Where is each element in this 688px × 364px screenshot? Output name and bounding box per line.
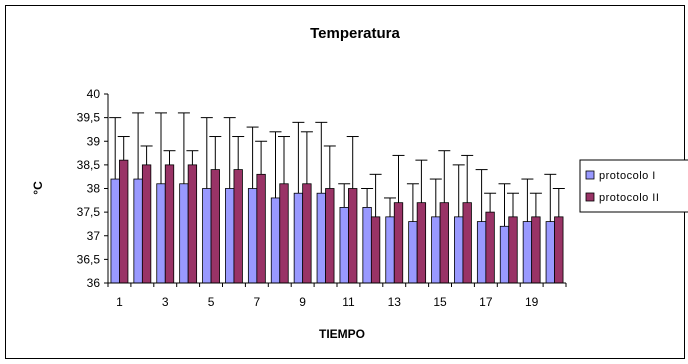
y-tick-label: 36,5 xyxy=(77,252,101,266)
y-tick-label: 39,5 xyxy=(77,111,101,125)
bar-protocolo-i xyxy=(293,192,304,284)
x-tick-label: 19 xyxy=(525,295,539,309)
bar-protocolo-i xyxy=(522,221,533,284)
legend-label: protocolo II xyxy=(599,192,659,204)
x-axis-label: TIEMPO xyxy=(319,327,365,341)
x-tick-label: 1 xyxy=(116,295,123,309)
bar-protocolo-ii xyxy=(370,216,381,284)
x-tick-label: 13 xyxy=(388,295,402,309)
y-tick-label: 40 xyxy=(87,87,101,101)
bar-protocolo-ii xyxy=(348,188,358,284)
bar-protocolo-ii xyxy=(233,169,243,284)
y-tick-label: 38,5 xyxy=(77,158,101,172)
bar-protocolo-ii xyxy=(439,202,449,284)
bar-protocolo-i xyxy=(431,216,441,284)
bar-protocolo-ii xyxy=(256,173,266,284)
bar-protocolo-i xyxy=(316,192,326,284)
bar-protocolo-i xyxy=(110,178,120,284)
bar-protocolo-ii xyxy=(485,211,495,284)
bar-protocolo-ii xyxy=(508,216,518,284)
bar-protocolo-ii xyxy=(279,183,289,284)
x-tick-label: 15 xyxy=(433,295,447,309)
bar-protocolo-i xyxy=(362,206,372,284)
bar-protocolo-ii xyxy=(302,183,312,284)
y-tick-label: 37,5 xyxy=(77,205,101,219)
bar-protocolo-i xyxy=(225,188,235,284)
x-tick-label: 7 xyxy=(254,295,261,309)
x-tick-label: 3 xyxy=(162,295,169,309)
x-tick-label: 11 xyxy=(342,295,355,309)
bar-protocolo-ii xyxy=(325,188,335,284)
legend-label: protocolo I xyxy=(599,170,656,182)
bar-protocolo-ii xyxy=(210,169,220,284)
bar-protocolo-i xyxy=(270,197,281,284)
bar-protocolo-i xyxy=(156,183,166,284)
bar-protocolo-ii xyxy=(187,164,198,284)
bar-protocolo-i xyxy=(202,188,212,284)
bar-protocolo-i xyxy=(247,188,258,284)
bar-protocolo-i xyxy=(179,183,189,284)
bar-protocolo-ii xyxy=(531,216,541,284)
chart-title: Temperatura xyxy=(310,25,400,42)
bar-protocolo-ii xyxy=(416,202,427,284)
y-tick-label: 37 xyxy=(87,229,101,243)
bar-protocolo-i xyxy=(408,221,418,284)
bar-protocolo-ii xyxy=(141,164,152,284)
x-tick-label: 17 xyxy=(479,295,493,309)
bar-protocolo-i xyxy=(385,216,395,284)
bar-protocolo-ii xyxy=(393,202,404,284)
x-tick-label: 9 xyxy=(299,295,306,309)
bar-protocolo-i xyxy=(476,221,487,284)
bar-protocolo-ii xyxy=(164,164,175,284)
legend-swatch xyxy=(585,170,595,180)
legend: protocolo I protocolo II xyxy=(579,159,688,213)
bar-protocolo-i xyxy=(545,221,555,284)
y-axis-label: °C xyxy=(31,181,45,195)
bar-protocolo-i xyxy=(133,178,143,284)
bar-protocolo-ii xyxy=(119,159,129,284)
bar-protocolo-i xyxy=(499,225,510,284)
y-tick-label: 36 xyxy=(87,276,101,290)
legend-swatch xyxy=(585,192,595,202)
bar-protocolo-i xyxy=(339,206,349,284)
y-tick-label: 39 xyxy=(87,134,101,148)
legend-box xyxy=(579,159,688,213)
bar-protocolo-ii xyxy=(462,202,472,284)
bar-protocolo-ii xyxy=(554,216,564,284)
y-tick-label: 38 xyxy=(87,182,101,196)
bar-protocolo-i xyxy=(454,216,464,284)
x-tick-label: 5 xyxy=(208,295,215,309)
